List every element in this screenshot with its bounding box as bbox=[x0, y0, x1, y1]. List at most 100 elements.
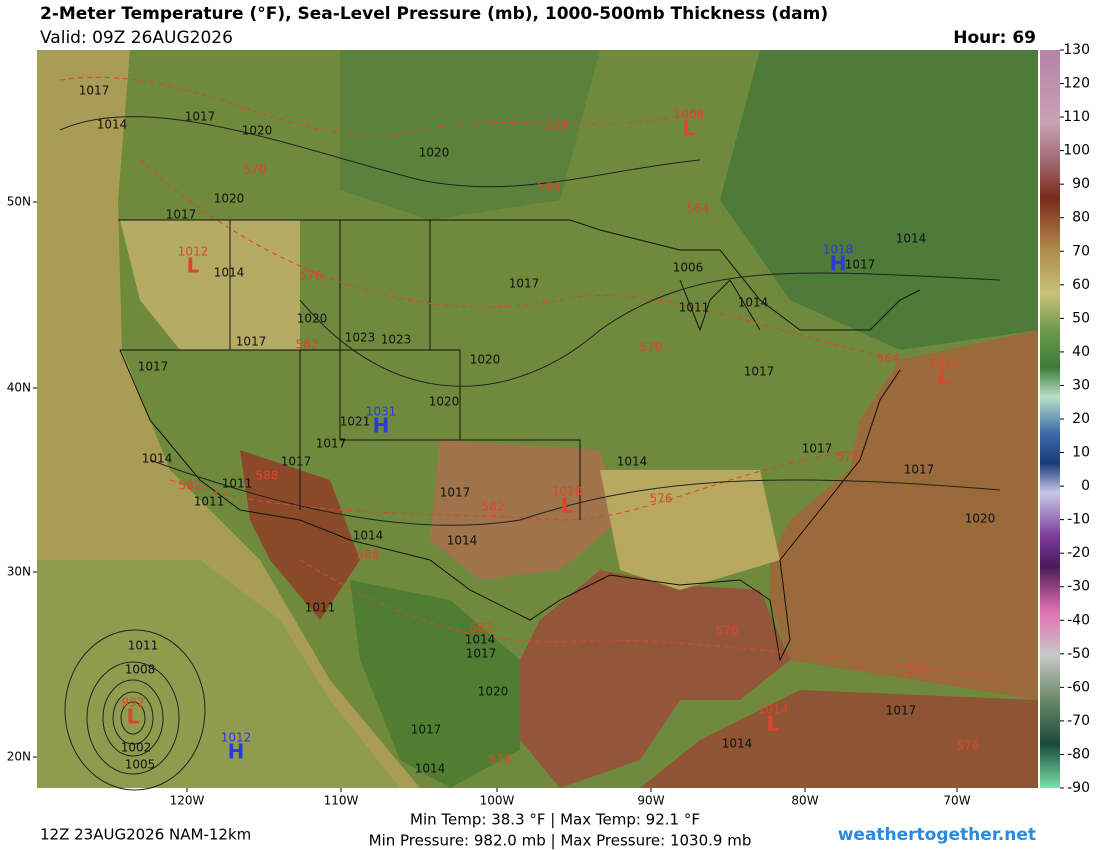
center-value: 1008 bbox=[674, 108, 705, 122]
isobar-label: 1023 bbox=[381, 333, 412, 347]
isobar-label: 1017 bbox=[185, 110, 216, 124]
center-letter: H bbox=[830, 252, 847, 276]
isobar-label: 1020 bbox=[470, 353, 501, 367]
isobar-label: 1017 bbox=[166, 208, 197, 222]
lon-label: 80W bbox=[791, 794, 818, 808]
center-value: 1031 bbox=[366, 405, 397, 419]
thickness-label: 564 bbox=[538, 180, 561, 194]
thickness-label: 576 bbox=[300, 269, 323, 283]
colorbar-label: 50 bbox=[1072, 310, 1090, 326]
colorbar-label: -70 bbox=[1067, 713, 1090, 729]
isobar-label: 1017 bbox=[466, 647, 497, 661]
isobar-label: 1017 bbox=[411, 723, 442, 737]
thickness-label: 564 bbox=[687, 202, 710, 216]
thickness-label: 564 bbox=[877, 352, 900, 366]
canada-west bbox=[340, 50, 600, 220]
isobar-label: 1014 bbox=[97, 118, 128, 132]
lon-label: 120W bbox=[170, 794, 205, 808]
thickness-label: 582 bbox=[482, 500, 505, 514]
isobar-label: 1011 bbox=[222, 477, 253, 491]
isobar-label: 1017 bbox=[440, 486, 471, 500]
lat-label: 40N bbox=[7, 381, 31, 395]
isobar-label: 1011 bbox=[128, 639, 159, 653]
isobar-label: 1017 bbox=[886, 704, 917, 718]
lon-label: 110W bbox=[324, 794, 359, 808]
center-value: 1010 bbox=[552, 485, 583, 499]
colorbar-label: 40 bbox=[1072, 344, 1090, 360]
isobar-label: 1014 bbox=[617, 455, 648, 469]
isobar-label: 1021 bbox=[340, 415, 371, 429]
isobar-label: 1014 bbox=[142, 452, 173, 466]
model-run: 12Z 23AUG2026 NAM-12km bbox=[40, 826, 251, 844]
texas bbox=[430, 440, 620, 580]
colorbar bbox=[1040, 50, 1060, 788]
center-value: 1014 bbox=[758, 703, 789, 717]
center-letter: L bbox=[127, 705, 140, 729]
colorbar-label: 120 bbox=[1063, 76, 1090, 92]
isobar-label: 1020 bbox=[297, 312, 328, 326]
lat-label: 20N bbox=[7, 750, 31, 764]
thickness-label: 576 bbox=[489, 753, 512, 767]
isobar-label: 1014 bbox=[415, 762, 446, 776]
lat-label: 30N bbox=[7, 565, 31, 579]
caribbean bbox=[640, 690, 1038, 788]
center-letter: L bbox=[938, 366, 951, 390]
center-letter: L bbox=[187, 254, 200, 278]
colorbar-label: 90 bbox=[1072, 176, 1090, 192]
colorbar-label: -90 bbox=[1067, 780, 1090, 796]
isobar-label: 1014 bbox=[722, 737, 753, 751]
lon-label: 70W bbox=[943, 794, 970, 808]
isobar-label: 1017 bbox=[845, 258, 876, 272]
isobar-label: 1002 bbox=[121, 741, 152, 755]
gulf bbox=[520, 570, 790, 788]
isobar-label: 1017 bbox=[744, 365, 775, 379]
colorbar-label: -50 bbox=[1067, 646, 1090, 662]
isobar-label: 1017 bbox=[281, 455, 312, 469]
isobar-lines bbox=[59, 116, 1001, 791]
isobar-label: 1006 bbox=[673, 261, 704, 275]
center-letter: L bbox=[561, 494, 574, 518]
thickness-label: 582 bbox=[470, 621, 493, 635]
center-value: 1012 bbox=[178, 245, 209, 259]
isobar-label: 1005 bbox=[125, 758, 156, 772]
colorbar-label: 0 bbox=[1081, 478, 1090, 494]
thickness-label: 570 bbox=[244, 163, 267, 177]
colorbar-label: 130 bbox=[1063, 42, 1090, 58]
title: 2-Meter Temperature (°F), Sea-Level Pres… bbox=[40, 4, 828, 24]
lon-label: 100W bbox=[480, 794, 515, 808]
thickness-label: 576 bbox=[837, 450, 860, 464]
colorbar-label: -40 bbox=[1067, 612, 1090, 628]
thickness-label: 588 bbox=[546, 119, 569, 133]
center-letter: H bbox=[373, 414, 390, 438]
isobar-label: 1023 bbox=[345, 331, 376, 345]
center-letter: L bbox=[767, 712, 780, 736]
colorbar-label: -80 bbox=[1067, 746, 1090, 762]
isobar-label: 1017 bbox=[236, 335, 267, 349]
thickness-label: 570 bbox=[640, 341, 663, 355]
isobar-label: 1017 bbox=[802, 442, 833, 456]
colorbar-label: -20 bbox=[1067, 545, 1090, 561]
thickness-label: 576 bbox=[957, 739, 980, 753]
isobar-label: 1014 bbox=[465, 633, 496, 647]
site-credit: weathertogether.net bbox=[838, 825, 1036, 845]
lon-label: 90W bbox=[637, 794, 664, 808]
colorbar-label: 30 bbox=[1072, 377, 1090, 393]
center-value: 1015 bbox=[929, 357, 960, 371]
isobar-label: 1020 bbox=[419, 146, 450, 160]
thickness-label: 576 bbox=[907, 663, 930, 677]
isobar-label: 1017 bbox=[79, 84, 110, 98]
atlantic bbox=[770, 330, 1038, 700]
center-value: 1012 bbox=[221, 731, 252, 745]
thickness-label: 588 bbox=[256, 469, 279, 483]
forecast-hour: Hour: 69 bbox=[953, 28, 1036, 48]
colorbar-label: 10 bbox=[1072, 445, 1090, 461]
isobar-label: 1017 bbox=[509, 277, 540, 291]
canada-east bbox=[720, 50, 1038, 350]
thickness-label: 582 bbox=[296, 338, 319, 352]
isobar-label: 1014 bbox=[214, 266, 245, 280]
isobar-label: 1011 bbox=[305, 601, 336, 615]
colorbar-label: 100 bbox=[1063, 143, 1090, 159]
boundaries bbox=[118, 219, 921, 662]
center-letter: L bbox=[683, 117, 696, 141]
colorbar-label: 20 bbox=[1072, 411, 1090, 427]
